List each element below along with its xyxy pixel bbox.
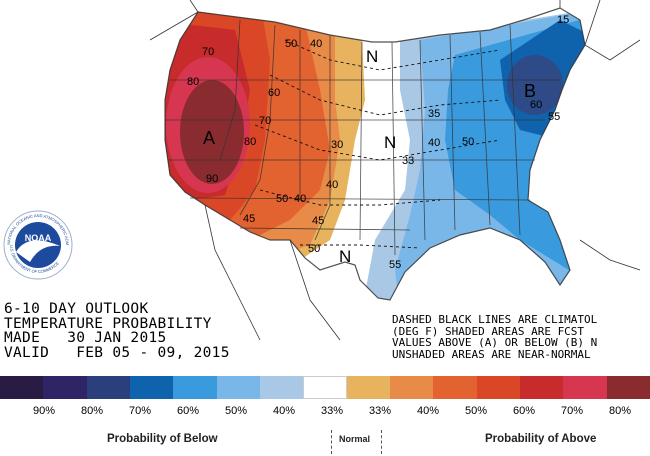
outlook-title-block: 6-10 DAY OUTLOOK TEMPERATURE PROBABILITY…	[4, 302, 230, 360]
noaa-logo: NOAA NATIONAL OCEANIC AND ATMOSPHERIC AD…	[0, 0, 73, 280]
noaa-acronym: NOAA	[25, 233, 52, 243]
title-line-4: VALID FEB 05 - 09, 2015	[4, 344, 230, 361]
legend-swatch	[86, 376, 131, 399]
contour-label: 50	[276, 193, 288, 205]
contour-label: 60	[530, 99, 542, 111]
legend-percent: 50%	[464, 405, 488, 417]
legend-swatch	[563, 376, 608, 399]
legend-percent: 60%	[176, 405, 200, 417]
legend-percent: 40%	[416, 405, 440, 417]
legend-percent: 80%	[608, 405, 632, 417]
legend-swatch	[606, 376, 650, 399]
legend-percent: 33%	[368, 405, 392, 417]
legend-percent: 50%	[224, 405, 248, 417]
contour-label: 45	[312, 215, 324, 227]
below-70-region	[507, 55, 563, 115]
normal-caption: Normal	[339, 434, 371, 444]
contour-label: 70	[259, 115, 271, 127]
outlook-map: A B N N N 70 80 90 80 70 60 50 40 50 40 …	[0, 0, 641, 341]
normal-divider-left	[331, 430, 332, 454]
contour-label: 55	[548, 111, 560, 123]
notes-line-4: UNSHADED AREAS ARE NEAR-NORMAL	[392, 347, 591, 361]
legend-swatch	[390, 376, 434, 399]
legend-swatch	[433, 376, 478, 399]
notes-line-2: (DEG F) SHADED AREAS ARE FCST	[392, 324, 585, 338]
contour-label: 80	[244, 136, 256, 148]
legend-percent: 80%	[80, 405, 104, 417]
legend-swatch	[303, 376, 348, 399]
below-letter: B	[524, 81, 536, 101]
title-line-2: TEMPERATURE PROBABILITY	[4, 315, 212, 332]
title-line-3: MADE 30 JAN 2015	[4, 330, 167, 346]
legend-percent: 70%	[128, 405, 152, 417]
contour-label: 40	[310, 38, 322, 50]
contour-label: 50	[462, 136, 474, 148]
legend-percent: 90%	[32, 405, 56, 417]
above-90-region	[180, 80, 244, 184]
normal-letter-north: N	[366, 47, 378, 66]
contour-label: 33	[402, 155, 414, 167]
contour-label: 55	[389, 259, 401, 271]
normal-divider-right	[381, 430, 382, 454]
normal-letter-center: N	[384, 133, 396, 152]
legend-swatch	[0, 376, 44, 399]
contour-label: 40	[294, 193, 306, 205]
below-caption: Probability of Below	[107, 433, 218, 445]
notes-line-1: DASHED BLACK LINES ARE CLIMATOL	[392, 313, 598, 326]
legend-swatch	[216, 376, 261, 399]
legend-percent: 33%	[320, 405, 344, 417]
contour-label: 35	[428, 108, 440, 120]
legend-percent: 40%	[272, 405, 296, 417]
legend-percent: 70%	[560, 405, 584, 417]
above-caption: Probability of Above	[485, 433, 597, 445]
legend-percent: 60%	[512, 405, 536, 417]
contour-label: 15	[557, 14, 569, 26]
legend-swatch	[43, 376, 88, 399]
contour-label: 80	[187, 76, 199, 88]
contour-label: 50	[285, 38, 297, 50]
contour-label: 40	[326, 179, 338, 191]
map-notes-block: DASHED BLACK LINES ARE CLIMATOL (DEG F) …	[392, 314, 597, 360]
title-line-1: 6-10 DAY OUTLOOK	[4, 301, 149, 317]
probability-legend	[0, 372, 650, 456]
contour-label: 50	[308, 243, 320, 255]
noaa-agency-text: NATIONAL OCEANIC AND ATMOSPHERIC ADMINIS…	[0, 0, 70, 245]
climatology-contours	[254, 39, 501, 249]
legend-swatch	[260, 376, 304, 399]
legend-swatch	[346, 376, 391, 399]
contour-label: 70	[202, 46, 214, 58]
contour-label: 60	[268, 87, 280, 99]
normal-letter-south: N	[339, 247, 351, 266]
contour-label: 90	[206, 173, 218, 185]
state-borders	[164, 7, 586, 301]
contour-label: 30	[331, 139, 343, 151]
contour-label: 45	[243, 213, 255, 225]
notes-line-3: VALUES ABOVE (A) OR BELOW (B) N	[392, 336, 598, 349]
contour-label: 40	[428, 137, 440, 149]
above-letter: A	[203, 128, 215, 148]
legend-swatch	[130, 376, 174, 399]
country-borders	[149, 0, 641, 341]
legend-swatch	[173, 376, 218, 399]
legend-swatch	[520, 376, 564, 399]
legend-swatch	[476, 376, 521, 399]
